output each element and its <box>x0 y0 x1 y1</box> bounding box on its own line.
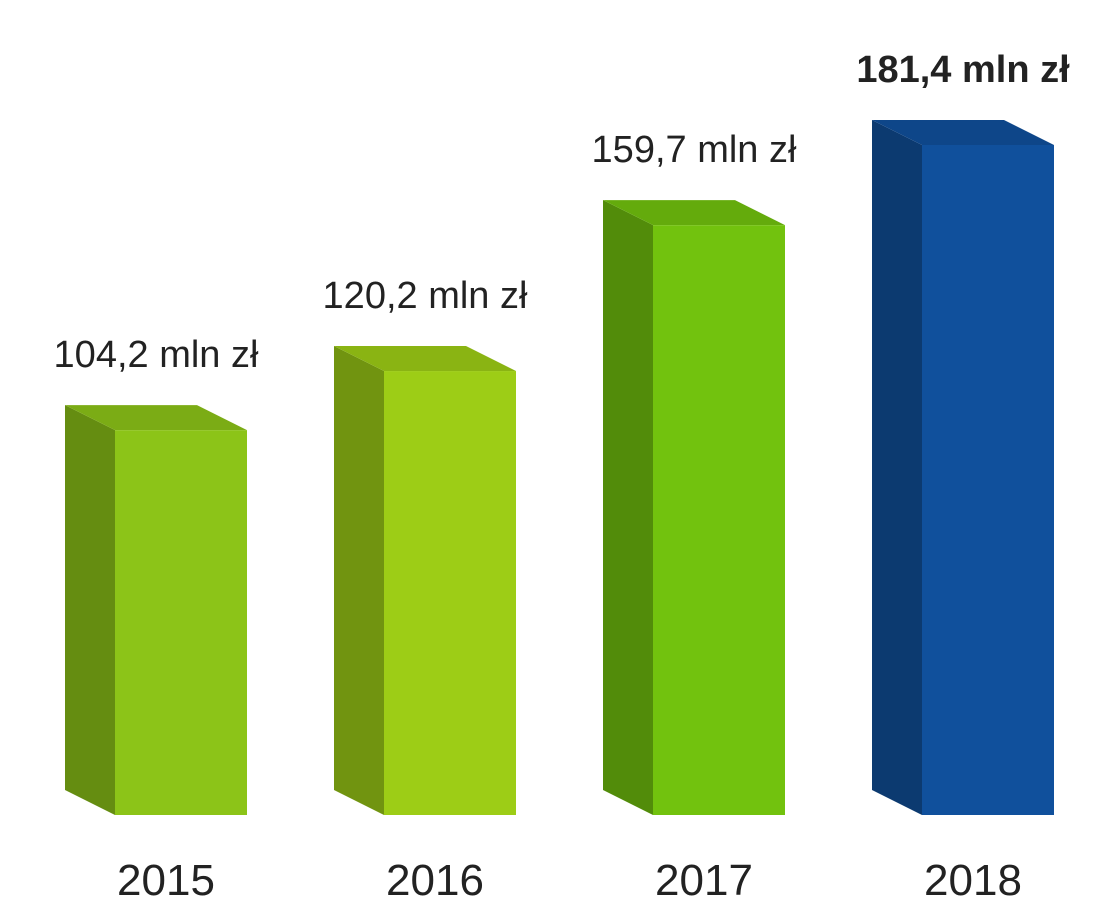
bar-side <box>334 346 384 815</box>
bar-side <box>65 405 115 815</box>
bar-side <box>872 120 922 815</box>
x-tick-label: 2015 <box>117 856 215 905</box>
x-tick-label: 2016 <box>386 856 484 905</box>
bar-top <box>603 200 785 226</box>
bar-side <box>603 200 653 815</box>
value-label: 159,7 mln zł <box>592 129 797 171</box>
bar-group <box>872 120 1054 815</box>
bar-top <box>334 346 516 372</box>
bar-top <box>65 405 247 431</box>
x-tick-label: 2018 <box>924 856 1022 905</box>
bar-group <box>334 346 516 815</box>
value-label: 120,2 mln zł <box>323 275 528 317</box>
bar-group <box>603 200 785 815</box>
bar <box>384 371 516 815</box>
bar-group <box>65 405 247 815</box>
bar <box>653 225 785 815</box>
bar-top <box>872 120 1054 145</box>
x-tick-label: 2017 <box>655 856 753 905</box>
value-label: 181,4 mln zł <box>856 49 1070 91</box>
bar <box>922 145 1054 815</box>
value-label: 104,2 mln zł <box>54 334 259 376</box>
bar <box>115 430 247 815</box>
